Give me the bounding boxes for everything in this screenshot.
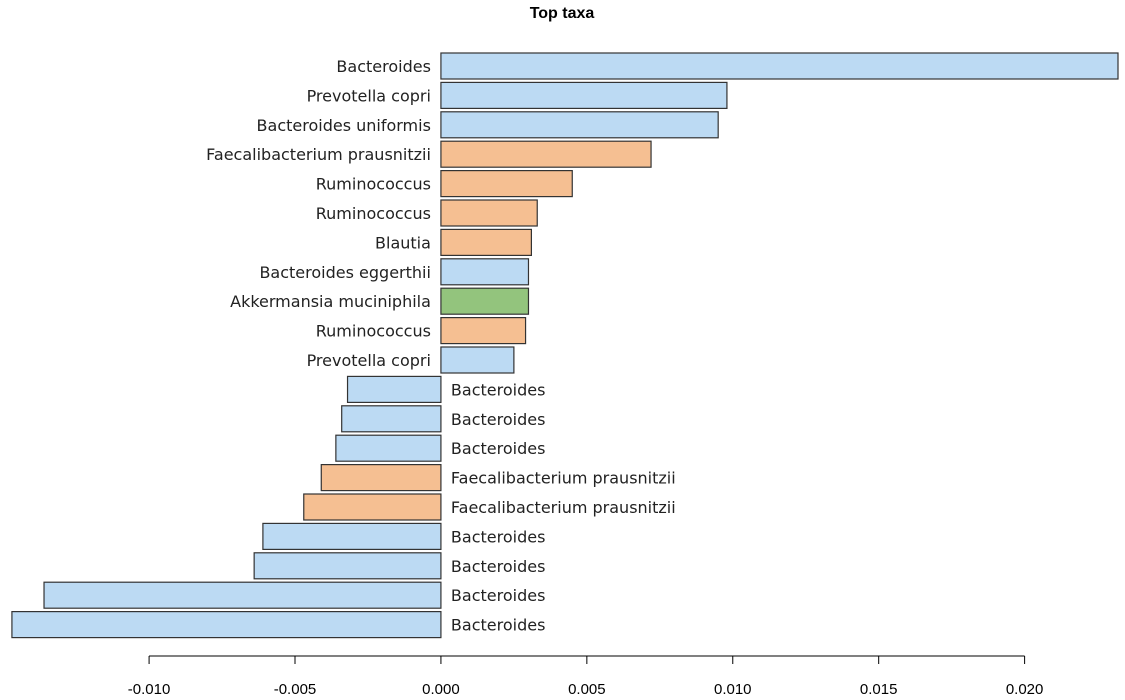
bar [43, 581, 442, 609]
bar-label: Bacteroides [451, 439, 546, 458]
x-tick-label: 0.015 [860, 681, 898, 698]
x-tick-label: -0.010 [128, 681, 171, 698]
chart-title: Top taxa [530, 5, 595, 22]
bar [320, 464, 442, 492]
bar [440, 258, 530, 286]
bar-label: Bacteroides [451, 527, 546, 546]
bar-label: Prevotella copri [307, 86, 431, 105]
bar [440, 170, 573, 198]
bar [440, 228, 532, 256]
bar [440, 199, 538, 227]
bar [440, 287, 530, 315]
bar [303, 493, 442, 521]
bar [440, 52, 1119, 80]
x-tick-label: 0.005 [568, 681, 606, 698]
bar-label: Ruminococcus [316, 175, 431, 194]
bar-label: Ruminococcus [316, 204, 431, 223]
bar [440, 111, 719, 139]
bar [440, 81, 728, 110]
bar-label: Prevotella copri [307, 351, 431, 370]
bar [262, 522, 442, 551]
bar-label: Faecalibacterium prausnitzii [206, 145, 431, 164]
bar-label: Bacteroides [336, 57, 431, 76]
bar [440, 346, 515, 374]
bar-label: Faecalibacterium prausnitzii [451, 469, 676, 488]
bar [440, 140, 652, 168]
bar [346, 375, 442, 403]
bar [341, 405, 442, 433]
bar-label: Bacteroides [451, 616, 546, 635]
bars-group: Bacteroides Prevotella copri Bacteroides u… [11, 52, 1119, 639]
bar-label: Akkermansia muciniphila [230, 292, 431, 311]
bar-label: Bacteroides [451, 586, 546, 605]
bar-label: Faecalibacterium prausnitzii [451, 498, 676, 517]
x-axis: -0.010 -0.005 0.000 0.005 0.010 0.015 0.020 [128, 655, 1044, 698]
bar [440, 317, 527, 345]
x-tick-label: 0.000 [422, 681, 460, 698]
x-tick-label: -0.005 [274, 681, 317, 698]
bar-label: Bacteroides [451, 557, 546, 576]
bar [335, 434, 442, 462]
bar-label: Bacteroides uniformis [257, 116, 431, 135]
bar-label: Ruminococcus [316, 322, 431, 341]
bar-label: Bacteroides [451, 380, 546, 399]
x-tick-label: 0.020 [1006, 681, 1044, 698]
bar [11, 610, 442, 639]
bar [253, 552, 442, 580]
bar-label: Bacteroides eggerthii [259, 263, 430, 282]
bar-label: Bacteroides [451, 410, 546, 429]
bar-label: Blautia [375, 233, 431, 252]
x-tick-label: 0.010 [714, 681, 752, 698]
